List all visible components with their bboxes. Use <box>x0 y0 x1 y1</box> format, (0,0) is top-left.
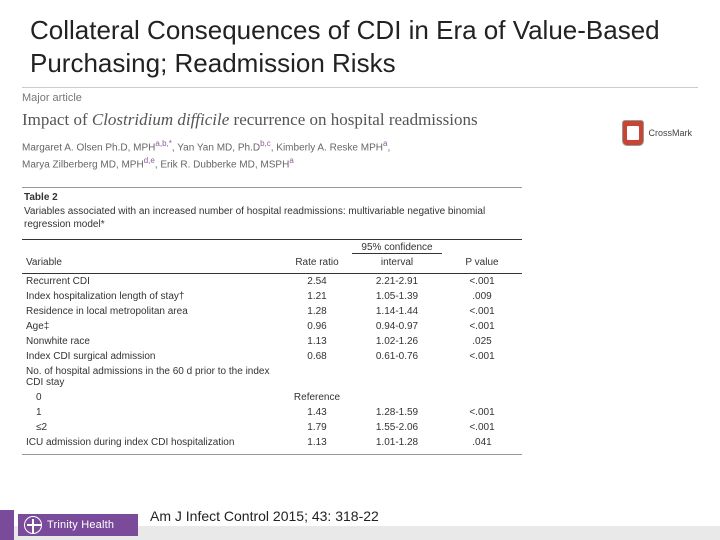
table-caption: Table 2 Variables associated with an inc… <box>22 187 522 239</box>
table-2: Table 2 Variables associated with an inc… <box>22 187 522 455</box>
slide: Collateral Consequences of CDI in Era of… <box>0 0 720 540</box>
cell-variable: Recurrent CDI <box>22 273 282 289</box>
table-desc: Variables associated with an increased n… <box>24 203 520 237</box>
cell-rate: 1.79 <box>282 420 352 435</box>
table-row: 11.431.28-1.59<.001 <box>22 405 522 420</box>
crossmark-badge: CrossMark <box>622 120 692 146</box>
cell-ci: 1.02-1.26 <box>352 334 442 349</box>
cell-ci: 0.94-0.97 <box>352 319 442 334</box>
cell-rate: 1.43 <box>282 405 352 420</box>
table-row: Index CDI surgical admission0.680.61-0.7… <box>22 349 522 364</box>
col-rate: Rate ratio <box>282 253 352 273</box>
col-ci: interval <box>352 253 442 273</box>
cell-p: <.001 <box>442 349 522 364</box>
table-row: ICU admission during index CDI hospitali… <box>22 435 522 455</box>
brand-icon <box>24 516 42 534</box>
article-title: Impact of Clostridium difficile recurren… <box>0 108 720 136</box>
cell-ci: 1.28-1.59 <box>352 405 442 420</box>
cell-variable: 1 <box>22 405 282 420</box>
cell-variable: Age‡ <box>22 319 282 334</box>
article-title-em: Clostridium difficile <box>92 110 229 129</box>
divider <box>22 87 698 88</box>
cell-p: <.001 <box>442 405 522 420</box>
cell-rate: 0.68 <box>282 349 352 364</box>
cell-p: .041 <box>442 435 522 455</box>
table-row: Recurrent CDI2.542.21-2.91<.001 <box>22 273 522 289</box>
cell-rate: 1.13 <box>282 334 352 349</box>
cell-ci: 0.61-0.76 <box>352 349 442 364</box>
crossmark-icon <box>622 120 644 146</box>
citation: Am J Infect Control 2015; 43: 318-22 <box>150 508 379 524</box>
table-row: ≤21.791.55-2.06<.001 <box>22 420 522 435</box>
cell-ci: 2.21-2.91 <box>352 273 442 289</box>
article-title-post: recurrence on hospital readmissions <box>229 110 477 129</box>
cell-variable: ICU admission during index CDI hospitali… <box>22 435 282 455</box>
article-title-pre: Impact of <box>22 110 92 129</box>
crossmark-text: CrossMark <box>648 128 692 138</box>
cell-p <box>442 364 522 390</box>
cell-rate: 1.13 <box>282 435 352 455</box>
cell-variable: Index CDI surgical admission <box>22 349 282 364</box>
cell-ci <box>352 364 442 390</box>
brand-block: Trinity Health <box>18 514 138 536</box>
cell-ci: 1.05-1.39 <box>352 289 442 304</box>
table-label: Table 2 <box>24 192 520 203</box>
cell-rate: 1.28 <box>282 304 352 319</box>
table-row: Residence in local metropolitan area1.28… <box>22 304 522 319</box>
footer: Trinity Health Am J Infect Control 2015;… <box>0 500 720 540</box>
cell-p: <.001 <box>442 304 522 319</box>
cell-variable: No. of hospital admissions in the 60 d p… <box>22 364 282 390</box>
table-row: No. of hospital admissions in the 60 d p… <box>22 364 522 390</box>
cell-ci: 1.01-1.28 <box>352 435 442 455</box>
cell-p <box>442 390 522 405</box>
cell-rate: 2.54 <box>282 273 352 289</box>
col-p: P value <box>442 253 522 273</box>
cell-variable: ≤2 <box>22 420 282 435</box>
cell-p: <.001 <box>442 420 522 435</box>
authors: Margaret A. Olsen Ph.D, MPHa,b,*, Yan Ya… <box>0 136 530 183</box>
cell-rate: Reference <box>282 390 352 405</box>
table-row: Index hospitalization length of stay†1.2… <box>22 289 522 304</box>
cell-rate: 1.21 <box>282 289 352 304</box>
col-ci-top: 95% confidence <box>352 239 442 253</box>
regression-table: 95% confidence Variable Rate ratio inter… <box>22 239 522 455</box>
cell-variable: Nonwhite race <box>22 334 282 349</box>
cell-p: <.001 <box>442 319 522 334</box>
cell-variable: 0 <box>22 390 282 405</box>
table-row: Age‡0.960.94-0.97<.001 <box>22 319 522 334</box>
cell-p: .009 <box>442 289 522 304</box>
table-row: 0Reference <box>22 390 522 405</box>
col-variable: Variable <box>22 253 282 273</box>
cell-ci: 1.55-2.06 <box>352 420 442 435</box>
table-row: Nonwhite race1.131.02-1.26.025 <box>22 334 522 349</box>
section-label: Major article <box>0 90 720 108</box>
cell-variable: Index hospitalization length of stay† <box>22 289 282 304</box>
brand-text: Trinity Health <box>47 519 114 531</box>
cell-p: <.001 <box>442 273 522 289</box>
footer-accent <box>0 510 14 540</box>
cell-rate <box>282 364 352 390</box>
cell-ci <box>352 390 442 405</box>
cell-variable: Residence in local metropolitan area <box>22 304 282 319</box>
slide-title: Collateral Consequences of CDI in Era of… <box>0 0 720 87</box>
cell-ci: 1.14-1.44 <box>352 304 442 319</box>
cell-rate: 0.96 <box>282 319 352 334</box>
cell-p: .025 <box>442 334 522 349</box>
